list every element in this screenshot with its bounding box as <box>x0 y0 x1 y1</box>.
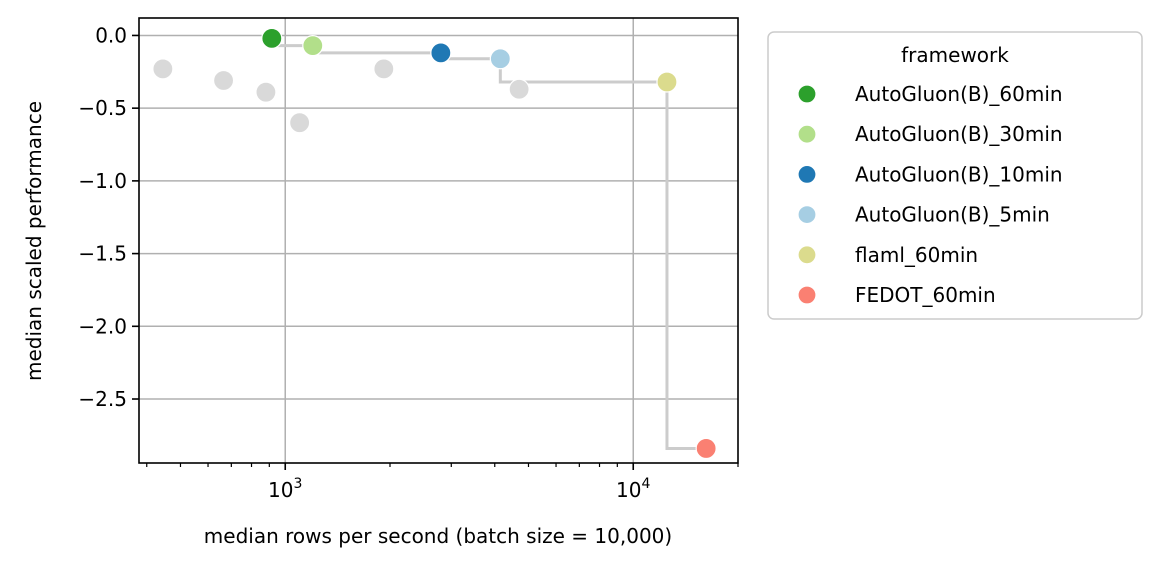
legend-marker <box>797 285 817 305</box>
y-tick-label: −1.5 <box>78 242 127 266</box>
legend-items: AutoGluon(B)_60min AutoGluon(B)_30min Auto… <box>797 82 1063 307</box>
x-tick-label: 103 <box>268 476 302 502</box>
plot-frame <box>138 17 739 464</box>
other-point <box>373 58 395 80</box>
legend-marker <box>797 164 817 184</box>
grid <box>139 18 738 463</box>
legend-marker <box>797 245 817 265</box>
other-point <box>508 78 530 100</box>
legend-label: AutoGluon(B)_60min <box>855 82 1063 106</box>
y-tick-label: 0.0 <box>95 23 127 47</box>
other-point <box>152 58 174 80</box>
legend-label: FEDOT_60min <box>855 283 996 307</box>
legend-marker <box>797 205 817 225</box>
y-tick-label: −2.5 <box>78 387 127 411</box>
series-point <box>430 42 452 64</box>
y-tick-label: −0.5 <box>78 96 127 120</box>
legend-label: AutoGluon(B)_30min <box>855 122 1063 146</box>
legend-marker <box>797 124 817 144</box>
series-point <box>695 437 717 460</box>
y-tick-label: −1.0 <box>78 169 127 193</box>
series-point <box>302 35 324 57</box>
legend-marker <box>797 84 817 104</box>
legend-label: AutoGluon(B)_10min <box>855 162 1063 186</box>
x-tick-label: 104 <box>616 476 650 502</box>
legend-label: AutoGluon(B)_5min <box>855 203 1050 227</box>
other-point <box>289 112 311 134</box>
other-point <box>255 81 277 103</box>
plot-background <box>139 18 738 463</box>
legend-title: framework <box>901 43 1009 67</box>
y-axis-label: median scaled performance <box>22 101 46 381</box>
legend: framework AutoGluon(B)_60minAutoGluon(B)… <box>767 31 1143 320</box>
other-points <box>152 58 530 134</box>
series-point <box>489 48 511 70</box>
y-tick-label: −2.0 <box>78 314 127 338</box>
other-point <box>212 69 235 92</box>
legend-box <box>767 31 1143 320</box>
series-point <box>656 71 678 93</box>
y-axis-ticks: 0.0 −0.5 −1.0 −1.5 −2.0 −2.5 <box>78 23 139 411</box>
highlighted-points <box>261 27 717 460</box>
series-point <box>261 27 283 49</box>
x-axis-ticks: 103 104 <box>146 463 739 502</box>
x-axis-label: median rows per second (batch size = 10,… <box>204 524 672 548</box>
legend-label: flaml_60min <box>855 243 978 267</box>
